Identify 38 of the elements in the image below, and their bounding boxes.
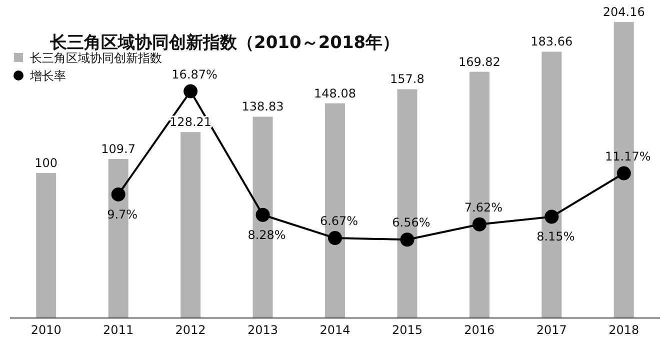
data-label: 8.15% — [536, 230, 575, 244]
data-label: 148.08 — [314, 86, 356, 100]
data-label: 100 — [34, 156, 58, 170]
x-tick-label: 2014 — [320, 323, 350, 337]
point — [111, 187, 126, 202]
data-label: 16.87% — [172, 67, 218, 82]
x-tick-label: 2011 — [103, 323, 134, 337]
point — [544, 210, 559, 224]
data-label: 109.7 — [101, 142, 136, 156]
data-label: 11.17% — [605, 149, 651, 164]
point — [184, 84, 198, 98]
point — [328, 231, 342, 246]
bar — [36, 173, 56, 318]
data-label: 9.7% — [107, 207, 138, 222]
data-label: 138.83 — [242, 100, 284, 114]
data-label: 6.67% — [320, 214, 358, 228]
x-tick-label: 2016 — [464, 323, 495, 337]
point — [400, 232, 414, 247]
point — [472, 217, 486, 232]
data-label: 204.16 — [602, 5, 645, 19]
x-tick-label: 2017 — [536, 323, 567, 337]
x-tick-label: 2010 — [30, 323, 62, 337]
data-label: 7.62% — [464, 200, 503, 214]
data-label: 183.66 — [530, 34, 573, 49]
x-tick-label: 2015 — [392, 323, 422, 337]
text: 长三角区域协同创新指数（2010～2018年） — [49, 33, 400, 53]
point — [616, 166, 631, 180]
legend-label: 长三角区域协同创新指数 — [30, 51, 162, 65]
x-tick-label: 2018 — [608, 323, 640, 337]
x-tick-label: 2012 — [175, 323, 206, 337]
x-tick-label: 2013 — [248, 323, 278, 337]
data-label: 157.8 — [390, 72, 424, 86]
legend-label: 增长率 — [29, 69, 66, 83]
point — [256, 208, 270, 222]
bar — [180, 132, 201, 318]
data-label: 8.28% — [248, 228, 286, 242]
data-label: 6.56% — [392, 216, 430, 230]
data-label: 169.82 — [458, 54, 500, 69]
